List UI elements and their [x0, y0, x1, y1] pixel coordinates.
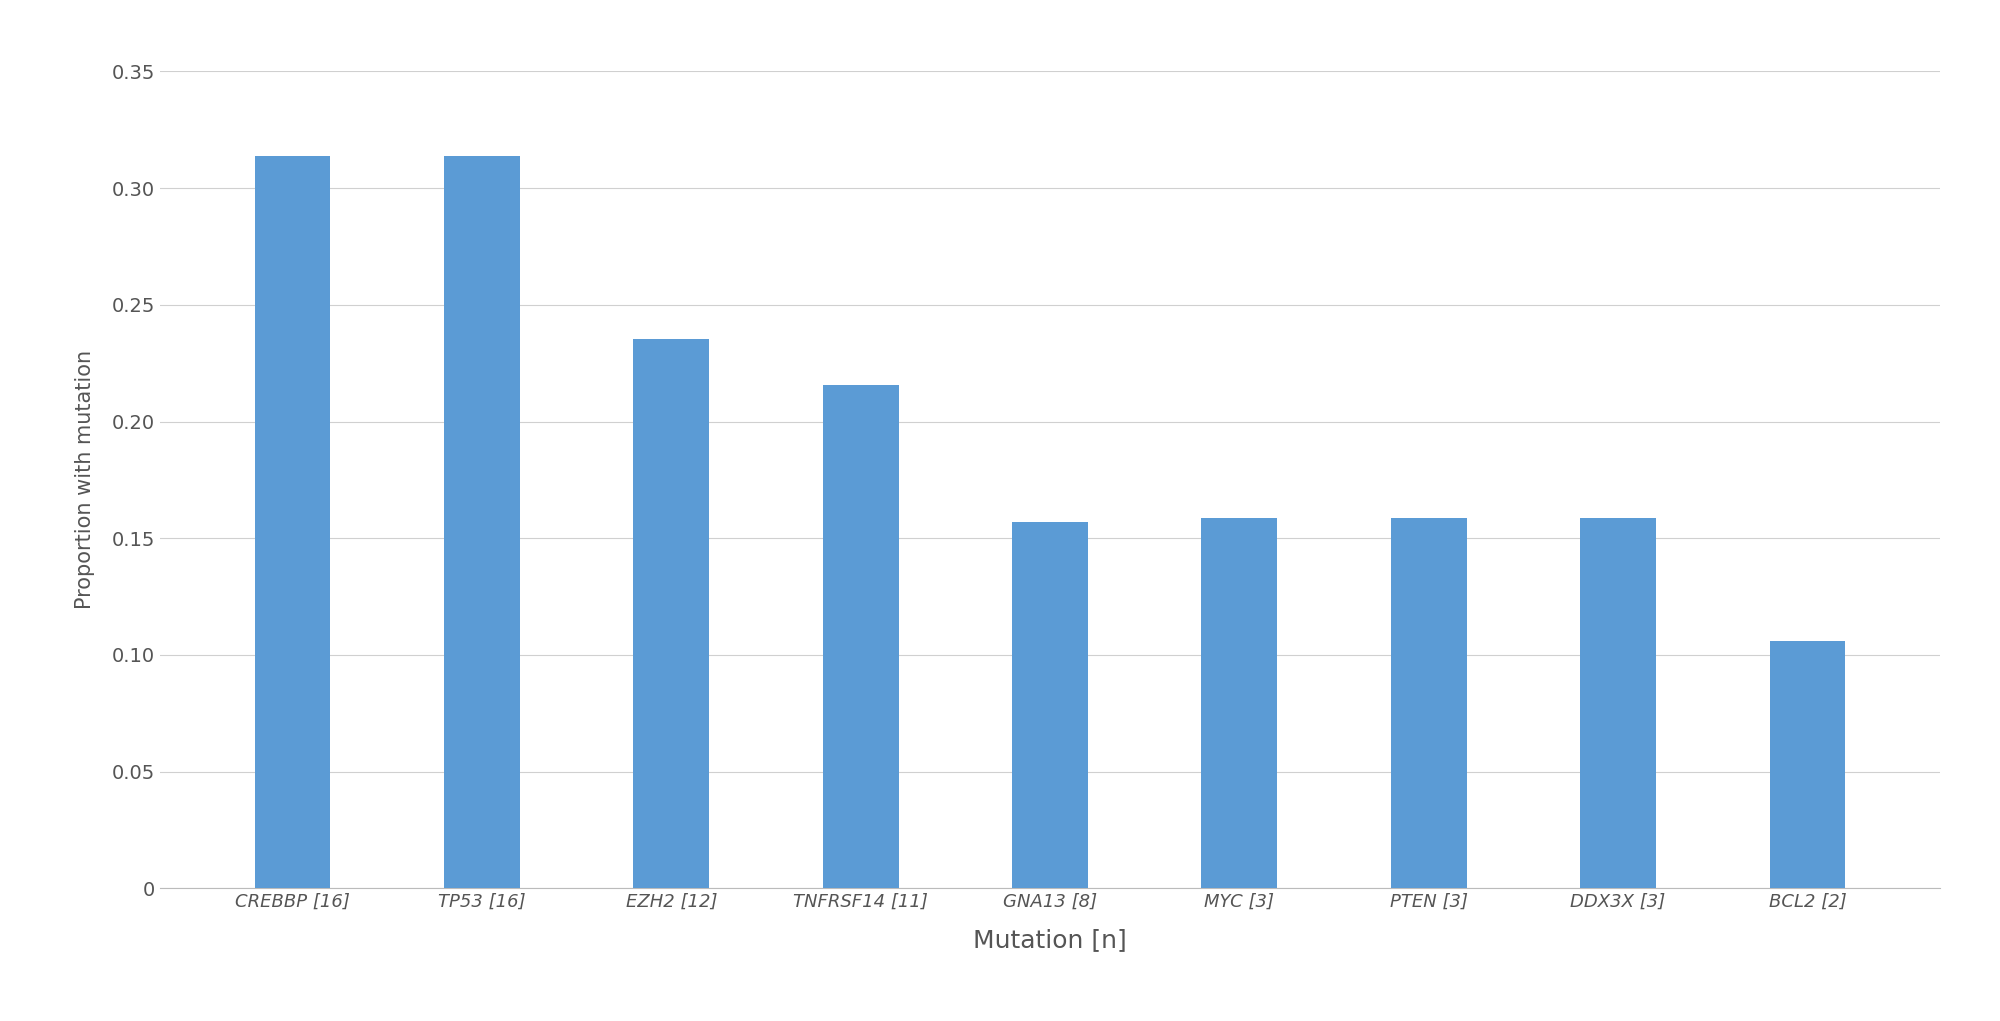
Bar — [1012, 522, 1088, 888]
Bar — [444, 156, 520, 888]
Bar — [634, 339, 710, 888]
Bar — [1390, 518, 1466, 888]
Bar — [1202, 518, 1278, 888]
Y-axis label: Proportion with mutation: Proportion with mutation — [76, 350, 96, 610]
X-axis label: Mutation [n]: Mutation [n] — [974, 928, 1126, 952]
Bar — [1580, 518, 1656, 888]
Bar — [254, 156, 330, 888]
Bar — [1770, 641, 1846, 888]
Bar — [822, 385, 898, 888]
